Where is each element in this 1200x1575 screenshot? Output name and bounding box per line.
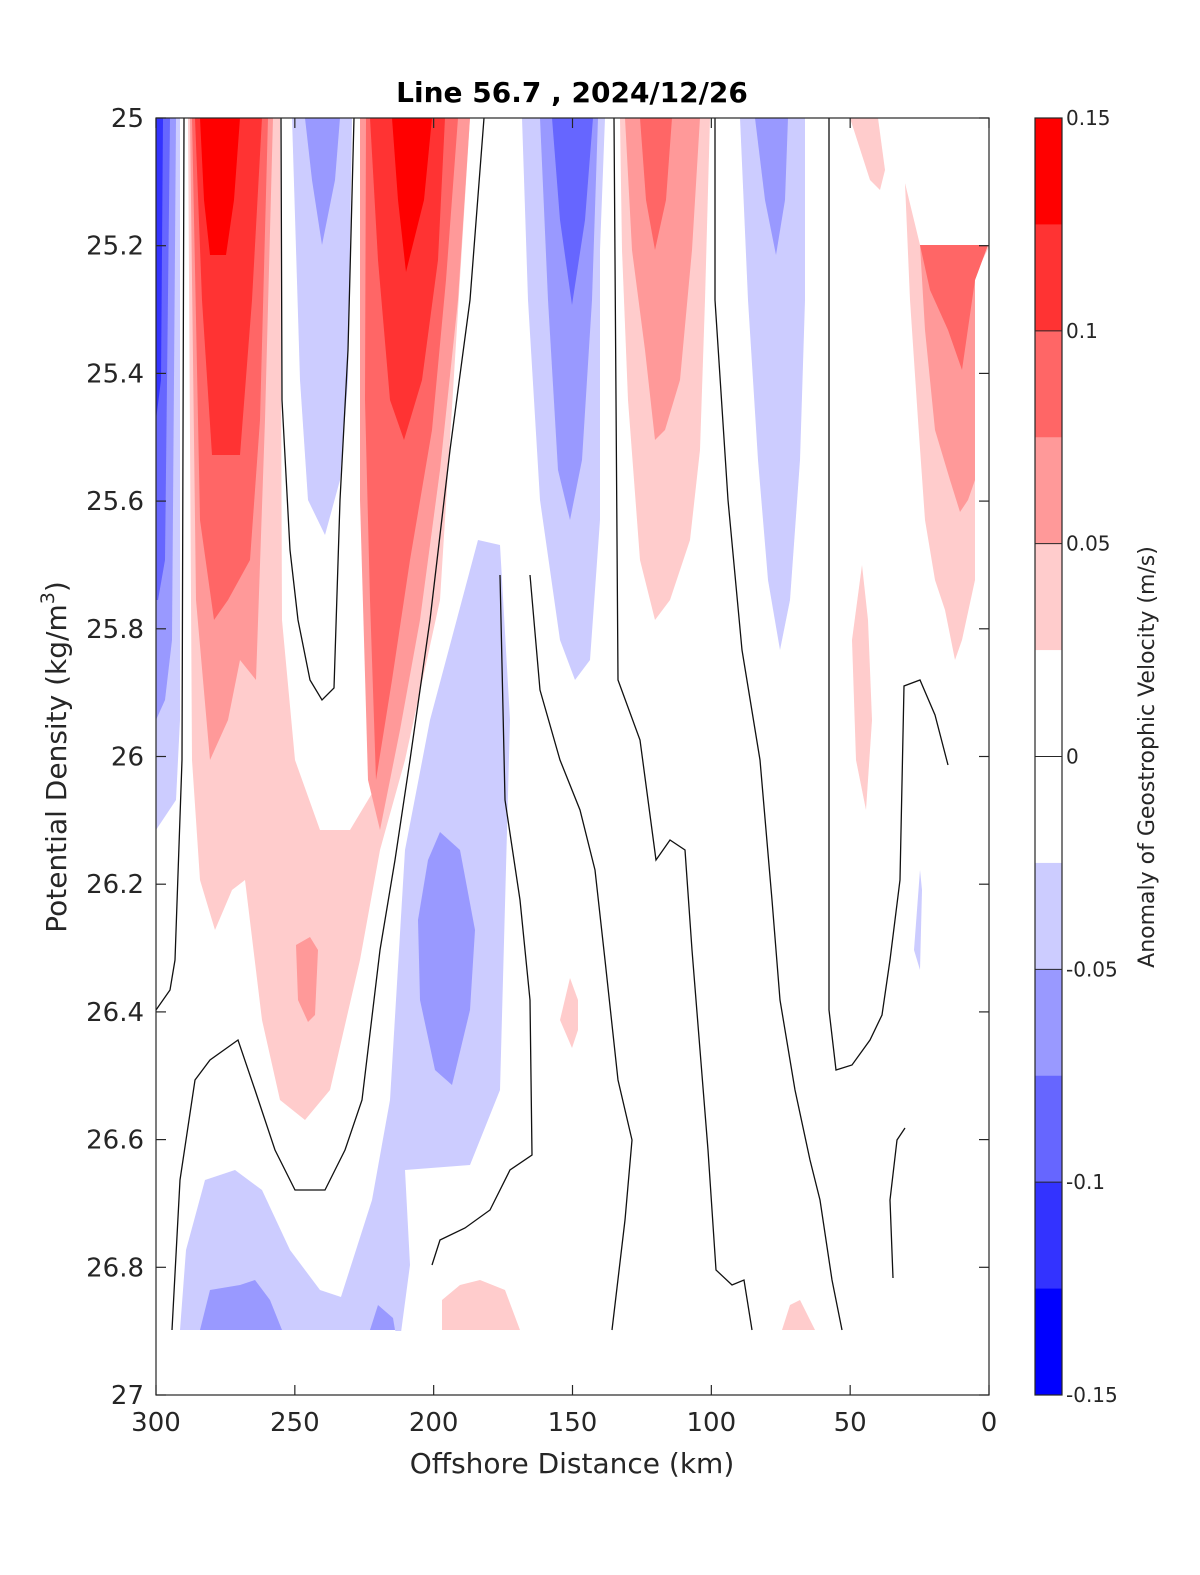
colorbar-tick-label: 0.15 <box>1066 106 1111 130</box>
colorbar-segment <box>1035 969 1062 1077</box>
band-neg-2-bottom <box>200 1280 282 1330</box>
y-tick-label: 25.2 <box>86 232 144 262</box>
band-pos-5-jet275 <box>200 118 240 255</box>
chart-title: Line 56.7 , 2024/12/26 <box>396 76 748 109</box>
y-tick-label: 26.4 <box>86 998 144 1028</box>
y-tick-label: 26.8 <box>86 1253 144 1283</box>
colorbar-segment <box>1035 650 1062 757</box>
band-neg-2-80 <box>755 118 788 255</box>
colorbar-title: Anomaly of Geostrophic Velocity (m/s) <box>1135 546 1160 968</box>
colorbar: 0.15 0.1 0.05 0 -0.05 -0.1 -0.15 <box>1034 106 1118 1407</box>
x-tick-label: 150 <box>548 1408 598 1438</box>
no-data-region <box>156 1331 989 1395</box>
x-axis: 300 250 200 150 100 50 0 <box>131 118 997 1438</box>
y-tick-label: 27 <box>111 1381 144 1411</box>
zero-contours <box>156 118 949 1331</box>
y-tick-label: 25 <box>111 104 144 134</box>
band-pos-2-120 <box>625 118 700 440</box>
band-neg-1-245 <box>292 118 352 535</box>
contour-fills <box>156 118 989 1395</box>
y-axis: 25 25.2 25.4 25.6 25.8 26 26.2 26.4 26.6 26.8 27 <box>86 104 989 1411</box>
x-tick-label: 0 <box>981 1408 998 1438</box>
x-axis-title: Offshore Distance (km) <box>410 1447 735 1480</box>
x-tick-label: 300 <box>131 1408 181 1438</box>
colorbar-segment <box>1035 330 1062 438</box>
band-pos-1-150patch <box>560 978 578 1048</box>
y-tick-label: 26 <box>111 743 144 773</box>
band-neg-4 <box>156 118 163 420</box>
colorbar-segment <box>1035 118 1062 225</box>
band-pos-2-near <box>920 245 988 512</box>
band-pos-2-patch <box>296 937 318 1022</box>
colorbar-tick-label: -0.05 <box>1066 957 1118 981</box>
colorbar-segment <box>1035 1288 1062 1396</box>
colorbar-tick-label: 0.05 <box>1066 532 1111 556</box>
y-tick-label: 25.4 <box>86 359 144 389</box>
x-tick-label: 250 <box>270 1408 320 1438</box>
band-neg-2-195 <box>418 832 475 1085</box>
band-pos-3-120 <box>640 118 672 250</box>
band-pos-1-45b <box>852 565 872 810</box>
colorbar-segment <box>1035 862 1062 970</box>
band-pos-5-jet205 <box>392 118 432 272</box>
colorbar-tick-label: -0.15 <box>1066 1383 1118 1407</box>
band-pos-3-near <box>920 245 988 370</box>
no-data-topright <box>885 118 989 245</box>
band-neg-3-150 <box>552 118 593 305</box>
band-pos-1-bottom2 <box>782 1300 815 1330</box>
band-pos-1-bottom <box>442 1280 520 1330</box>
colorbar-tick-label: 0 <box>1066 745 1079 769</box>
band-neg-1-80 <box>740 118 805 650</box>
colorbar-tick-label: 0.1 <box>1066 319 1098 343</box>
colorbar-segment <box>1035 1182 1062 1290</box>
band-pos-1-45 <box>850 118 885 190</box>
y-tick-label: 25.6 <box>86 487 144 517</box>
band-neg-2-bottom2 <box>370 1305 395 1330</box>
x-tick-label: 200 <box>409 1408 459 1438</box>
x-tick-label: 100 <box>687 1408 737 1438</box>
colorbar-segment <box>1035 224 1062 332</box>
y-tick-label: 26.6 <box>86 1126 144 1156</box>
y-axis-title: Potential Density (kg/m3) <box>37 581 73 933</box>
band-neg-1-tiny <box>914 870 922 970</box>
band-neg-2-245 <box>305 118 340 245</box>
band-pos-4-jet205 <box>370 118 445 440</box>
colorbar-tick-label: -0.1 <box>1066 1170 1105 1194</box>
y-tick-label: 25.8 <box>86 615 144 645</box>
x-tick-label: 50 <box>834 1408 867 1438</box>
colorbar-segment <box>1035 1075 1062 1183</box>
colorbar-segment <box>1035 756 1062 864</box>
colorbar-segment <box>1035 543 1062 651</box>
y-tick-label: 26.2 <box>86 870 144 900</box>
colorbar-segment <box>1035 437 1062 545</box>
